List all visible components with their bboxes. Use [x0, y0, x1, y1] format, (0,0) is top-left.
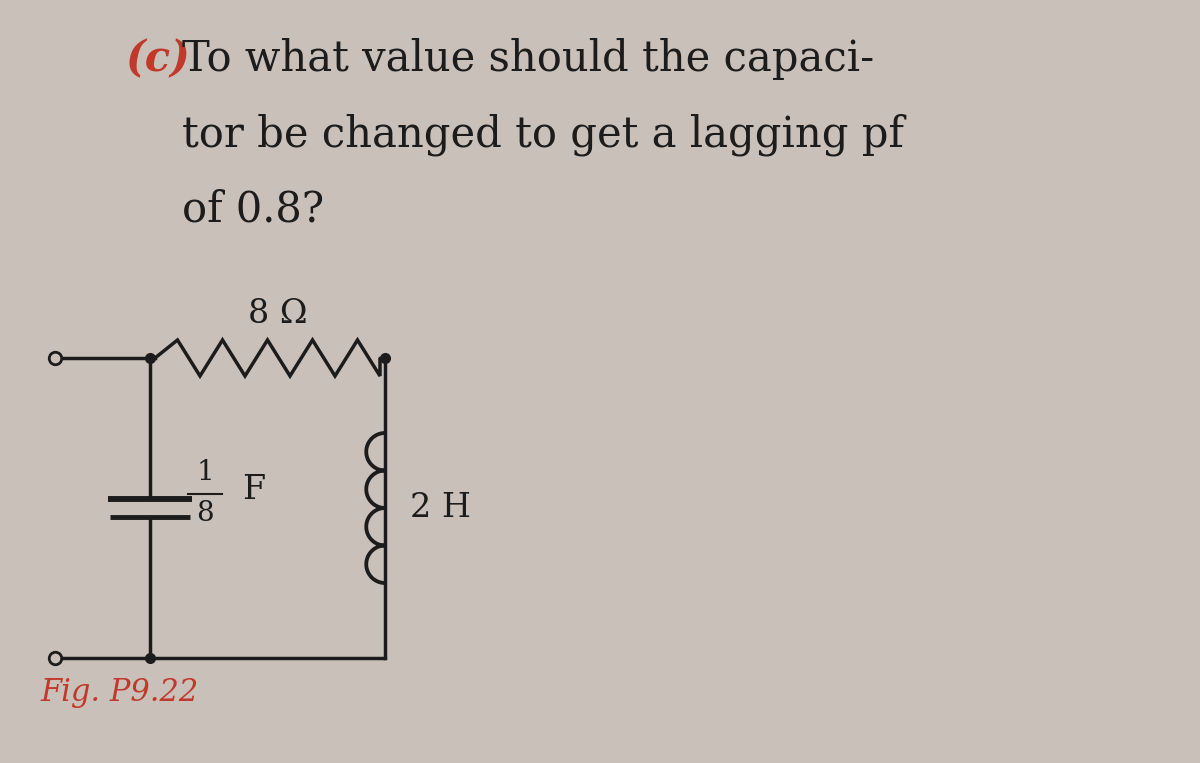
Text: (c): (c)	[125, 38, 190, 80]
Text: To what value should the capaci-: To what value should the capaci-	[182, 38, 875, 80]
Text: 1: 1	[196, 459, 214, 486]
Text: of 0.8?: of 0.8?	[182, 188, 324, 230]
Text: tor be changed to get a lagging pf: tor be changed to get a lagging pf	[182, 113, 904, 156]
Text: 8: 8	[196, 500, 214, 527]
Text: Fig. P9.22: Fig. P9.22	[40, 677, 198, 708]
Text: F: F	[242, 474, 265, 506]
Text: 8 Ω: 8 Ω	[247, 298, 307, 330]
Text: 2 H: 2 H	[410, 492, 470, 524]
